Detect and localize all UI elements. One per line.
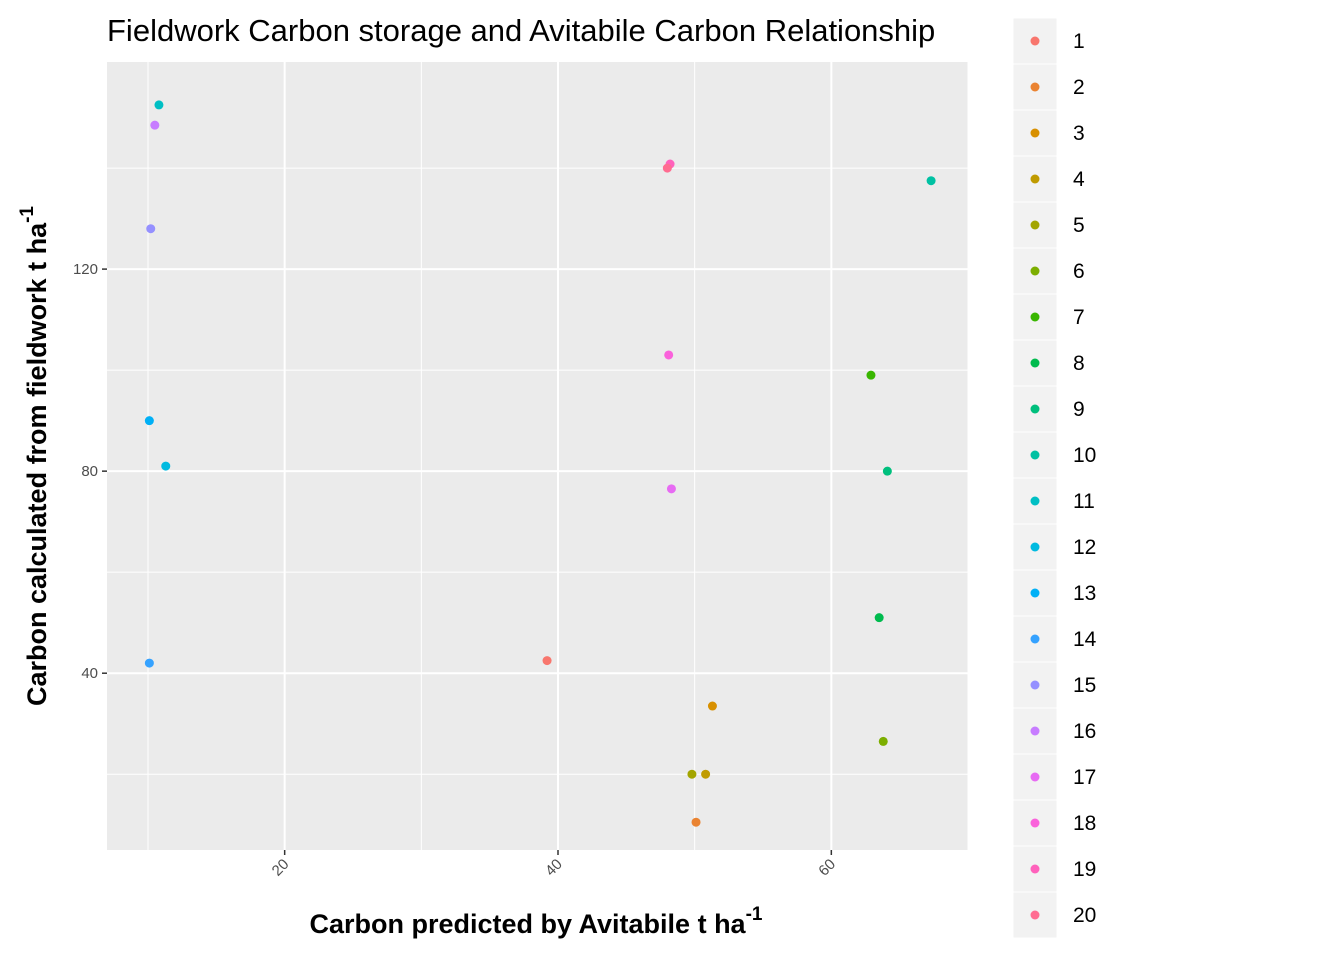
legend-swatch-4 bbox=[1030, 174, 1040, 184]
legend-label-15: 15 bbox=[1073, 674, 1096, 697]
x-tick-label: 20 bbox=[269, 856, 293, 880]
legend-swatch-6 bbox=[1030, 266, 1040, 276]
x-axis-title-superscript: -1 bbox=[746, 904, 763, 925]
data-point-series-10 bbox=[926, 176, 936, 186]
y-tick-label: 40 bbox=[81, 665, 98, 682]
legend-swatch-12 bbox=[1030, 542, 1040, 552]
legend-swatch-8 bbox=[1030, 358, 1040, 368]
legend-label-13: 13 bbox=[1073, 582, 1096, 605]
legend-swatch-7 bbox=[1030, 312, 1040, 322]
legend-swatch-18 bbox=[1030, 818, 1040, 828]
legend-swatch-17 bbox=[1030, 772, 1040, 782]
major-gridlines bbox=[107, 62, 968, 850]
data-point-series-5 bbox=[687, 769, 697, 779]
legend-swatch-13 bbox=[1030, 588, 1040, 598]
legend-swatch-16 bbox=[1030, 726, 1040, 736]
data-point-series-20 bbox=[662, 163, 672, 173]
legend-swatch-5 bbox=[1030, 220, 1040, 230]
legend-swatch-11 bbox=[1030, 496, 1040, 506]
data-point-series-4 bbox=[701, 769, 711, 779]
legend-label-9: 9 bbox=[1073, 398, 1085, 421]
legend-label-7: 7 bbox=[1073, 306, 1085, 329]
legend-label-6: 6 bbox=[1073, 260, 1085, 283]
x-tick-label: 40 bbox=[542, 856, 566, 880]
data-point-series-15 bbox=[146, 224, 156, 234]
legend-label-14: 14 bbox=[1073, 628, 1097, 651]
data-point-series-17 bbox=[666, 484, 676, 494]
y-axis-title: Carbon calculated from fieldwork t ha-1 bbox=[17, 206, 52, 706]
legend-swatch-2 bbox=[1030, 82, 1040, 92]
legend-label-16: 16 bbox=[1073, 720, 1096, 743]
data-points bbox=[144, 100, 936, 827]
y-axis-ticks: 40 80 120 bbox=[73, 261, 107, 682]
y-axis-title-superscript: -1 bbox=[17, 206, 38, 223]
data-point-series-18 bbox=[664, 350, 674, 360]
legend-swatch-3 bbox=[1030, 128, 1040, 138]
legend-label-11: 11 bbox=[1073, 490, 1095, 513]
minor-gridlines bbox=[107, 62, 969, 850]
data-point-series-11 bbox=[154, 100, 164, 110]
legend-label-3: 3 bbox=[1073, 122, 1085, 145]
legend-label-4: 4 bbox=[1073, 168, 1085, 191]
legend-swatch-9 bbox=[1030, 404, 1040, 414]
y-tick-label: 120 bbox=[73, 261, 98, 278]
x-axis-title: Carbon predicted by Avitabile t ha-1 bbox=[310, 904, 763, 939]
chart-title: Fieldwork Carbon storage and Avitabile C… bbox=[107, 13, 935, 48]
x-axis-ticks: 20 40 60 bbox=[269, 850, 839, 880]
data-point-series-12 bbox=[161, 461, 171, 471]
data-point-series-6 bbox=[878, 736, 888, 746]
data-point-series-16 bbox=[150, 120, 160, 130]
data-point-series-8 bbox=[874, 613, 884, 623]
data-point-series-7 bbox=[866, 370, 876, 380]
legend-swatch-19 bbox=[1030, 864, 1040, 874]
legend-label-17: 17 bbox=[1073, 766, 1096, 789]
legend-label-1: 1 bbox=[1073, 30, 1085, 53]
data-point-series-3 bbox=[707, 701, 717, 711]
plot-panel bbox=[107, 62, 968, 850]
data-point-series-13 bbox=[144, 416, 154, 426]
legend-label-18: 18 bbox=[1073, 812, 1096, 835]
legend-label-5: 5 bbox=[1073, 214, 1085, 237]
x-tick-label: 60 bbox=[815, 856, 839, 880]
legend-swatch-10 bbox=[1030, 450, 1040, 460]
legend-swatch-20 bbox=[1030, 910, 1040, 920]
legend-swatch-15 bbox=[1030, 680, 1040, 690]
x-axis-title-main: Carbon predicted by Avitabile t ha bbox=[310, 909, 747, 939]
data-point-series-2 bbox=[691, 817, 701, 827]
legend-key-14 bbox=[1012, 615, 1058, 663]
legend-swatch-14 bbox=[1030, 634, 1040, 644]
legend-label-19: 19 bbox=[1073, 858, 1096, 881]
data-point-series-14 bbox=[144, 658, 154, 668]
legend-label-10: 10 bbox=[1073, 444, 1096, 467]
y-tick-label: 80 bbox=[81, 463, 98, 480]
data-point-series-1 bbox=[542, 656, 552, 666]
legend-label-2: 2 bbox=[1073, 76, 1085, 99]
legend-swatch-1 bbox=[1030, 36, 1040, 46]
y-axis-title-main: Carbon calculated from fieldwork t ha bbox=[22, 222, 52, 706]
legend-label-20: 20 bbox=[1073, 904, 1096, 927]
data-point-series-9 bbox=[882, 466, 892, 476]
legend-label-8: 8 bbox=[1073, 352, 1085, 375]
legend-label-12: 12 bbox=[1073, 536, 1096, 559]
